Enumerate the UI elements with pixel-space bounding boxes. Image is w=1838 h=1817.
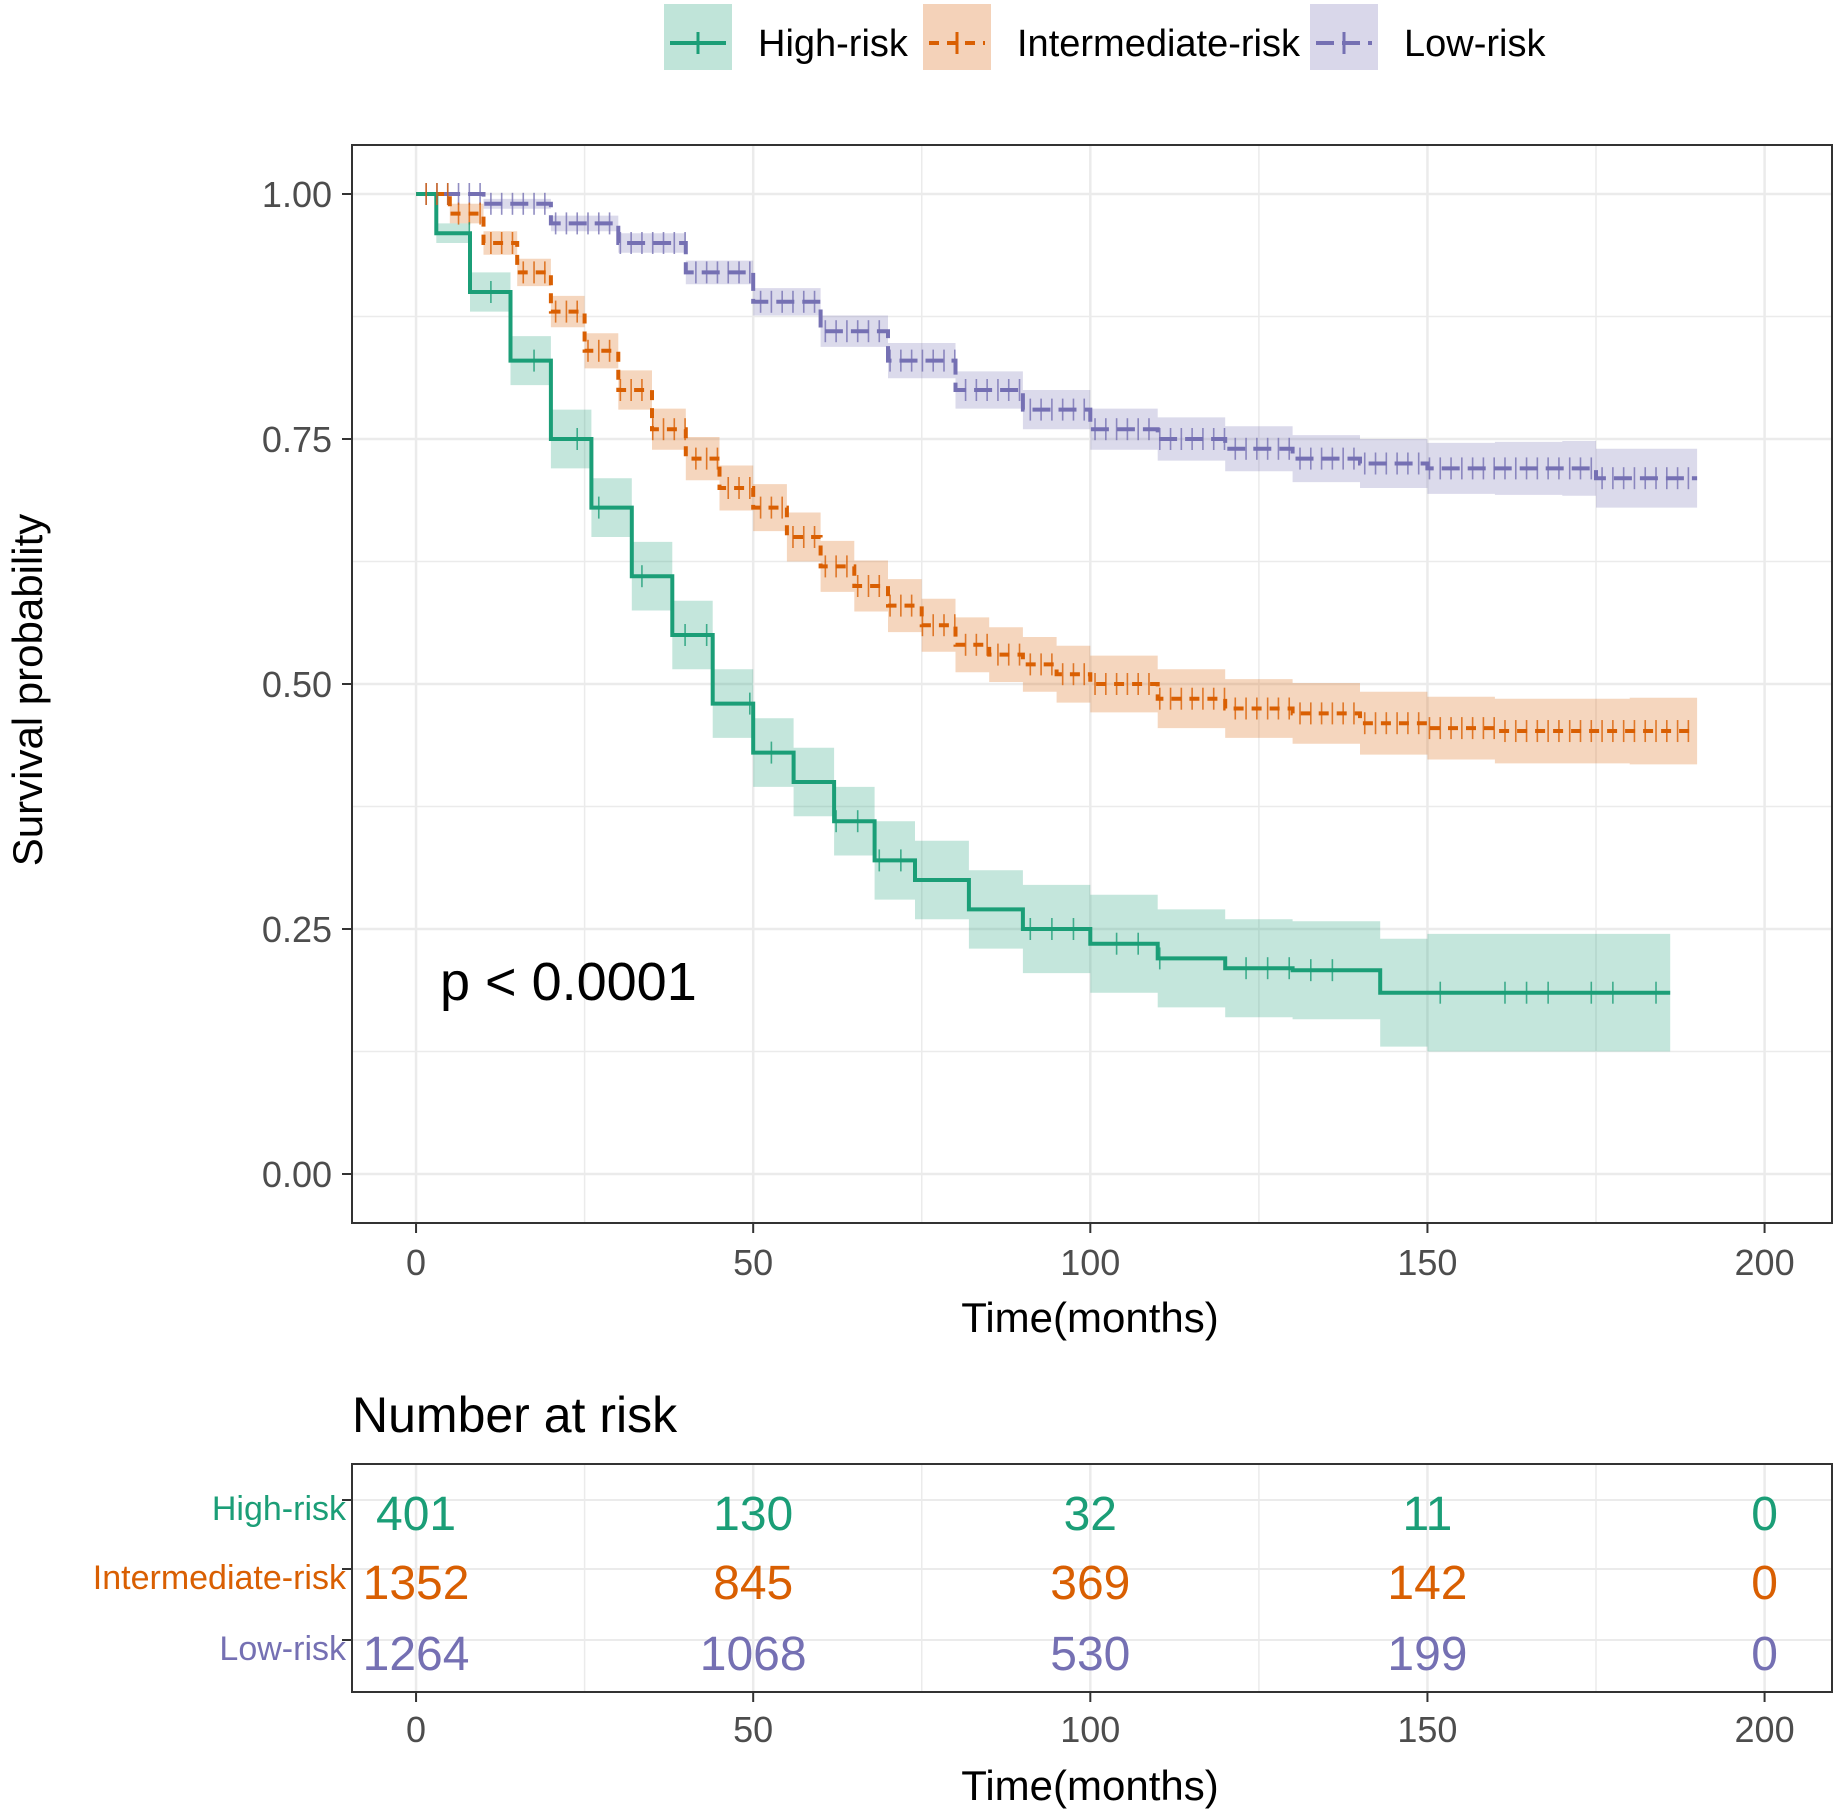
y-tick-label: 0.00 — [262, 1154, 332, 1195]
y-tick-label: 0.50 — [262, 664, 332, 705]
risk-row-label-low: Low-risk — [219, 1630, 347, 1668]
table-x-tick-label: 100 — [1060, 1709, 1120, 1750]
table-x-tick-label: 0 — [406, 1709, 426, 1750]
risk-cell-high: 0 — [1751, 1488, 1778, 1541]
x-tick-label: 150 — [1397, 1242, 1457, 1283]
ci-band-intermediate — [416, 194, 1698, 765]
ci-band-high — [416, 194, 1671, 1057]
survival-plot: 0 50 100 150 200 0.00 0.25 0.50 0.75 1.00 p < 0.0… — [4, 144, 1833, 1341]
legend-label: Intermediate-risk — [1017, 23, 1301, 65]
y-tick-label: 0.75 — [262, 419, 332, 460]
x-tick-label: 0 — [406, 1242, 426, 1283]
table-x-tick-label: 200 — [1735, 1709, 1795, 1750]
legend-item-high: High-risk — [664, 4, 909, 70]
risk-cell-high: 32 — [1064, 1488, 1117, 1541]
risk-cell-intermediate: 1352 — [363, 1557, 470, 1610]
legend-item-low: Low-risk — [1310, 4, 1546, 70]
risk-cell-low: 0 — [1751, 1628, 1778, 1681]
risk-cell-intermediate: 0 — [1751, 1557, 1778, 1610]
risk-cell-low: 1264 — [363, 1628, 470, 1681]
risk-table-x-axis-title: Time(months) — [961, 1762, 1218, 1809]
y-tick-label: 1.00 — [262, 174, 332, 215]
table-x-tick-label: 150 — [1397, 1709, 1457, 1750]
legend: High-risk Intermediate-risk Low-risk — [664, 4, 1546, 70]
y-axis-title: Survival probability — [4, 514, 51, 867]
plot-axes: 0 50 100 150 200 0.00 0.25 0.50 0.75 1.00 — [262, 174, 1795, 1283]
curve-high — [416, 192, 1671, 995]
y-tick-label: 0.25 — [262, 909, 332, 950]
risk-cell-intermediate: 142 — [1387, 1557, 1467, 1610]
risk-cell-low: 199 — [1387, 1628, 1467, 1681]
risk-cell-low: 530 — [1050, 1628, 1130, 1681]
risk-table-axes: 0 50 100 150 200 — [406, 1692, 1795, 1750]
curve-low — [416, 192, 1698, 481]
risk-table-panel — [352, 1464, 1832, 1692]
risk-cell-low: 1068 — [700, 1628, 807, 1681]
risk-table-gridlines — [352, 1464, 1832, 1692]
x-tick-label: 200 — [1735, 1242, 1795, 1283]
survival-curves — [416, 192, 1698, 995]
risk-table: Number at risk High-risk 401 130 32 11 0 Inter… — [93, 1387, 1833, 1809]
risk-cell-high: 11 — [1403, 1488, 1453, 1541]
legend-label: High-risk — [758, 23, 909, 65]
x-axis-title: Time(months) — [961, 1294, 1218, 1341]
legend-item-intermediate: Intermediate-risk — [923, 4, 1301, 70]
x-tick-label: 100 — [1060, 1242, 1120, 1283]
p-value-annotation: p < 0.0001 — [440, 952, 697, 1012]
legend-label: Low-risk — [1404, 23, 1546, 65]
table-x-tick-label: 50 — [733, 1709, 773, 1750]
curve-intermediate — [416, 192, 1698, 733]
x-tick-label: 50 — [733, 1242, 773, 1283]
risk-table-cells: High-risk 401 130 32 11 0 Intermediate-risk 135… — [93, 1488, 1778, 1681]
risk-row-label-intermediate: Intermediate-risk — [93, 1559, 347, 1597]
risk-cell-intermediate: 369 — [1050, 1557, 1130, 1610]
censor-marks — [425, 183, 1690, 1004]
risk-table-title: Number at risk — [352, 1387, 678, 1443]
risk-cell-high: 130 — [713, 1488, 793, 1541]
risk-row-label-high: High-risk — [212, 1490, 347, 1528]
risk-cell-high: 401 — [376, 1488, 456, 1541]
risk-cell-intermediate: 845 — [713, 1557, 793, 1610]
risk-table-border — [351, 1463, 1833, 1693]
